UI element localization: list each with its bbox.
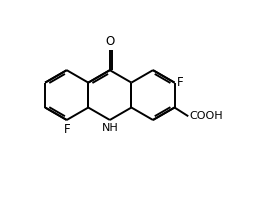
Text: F: F [64, 123, 70, 136]
Text: COOH: COOH [189, 111, 223, 121]
Text: NH: NH [101, 123, 118, 133]
Text: F: F [177, 76, 184, 89]
Text: O: O [105, 35, 115, 48]
